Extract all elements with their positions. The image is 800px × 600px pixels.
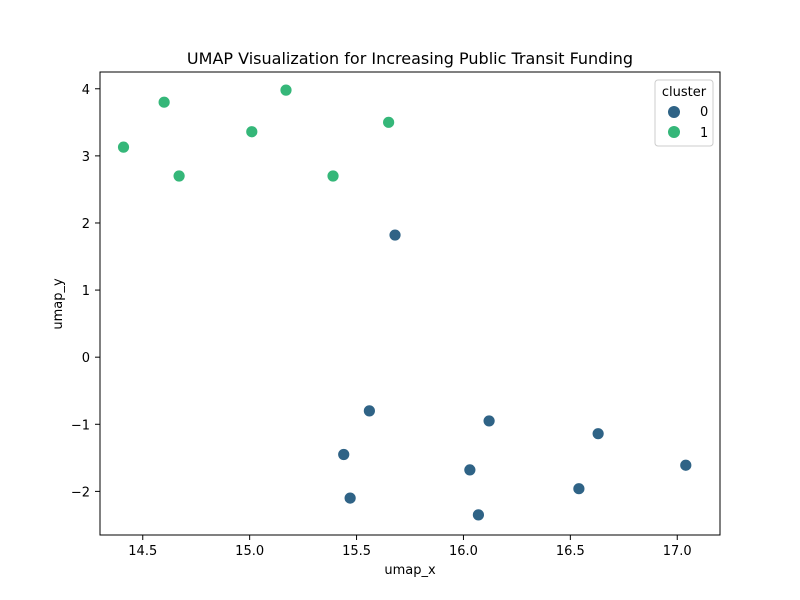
plot-frame bbox=[99, 71, 721, 536]
point-cluster-0 bbox=[482, 414, 496, 428]
point-cluster-1 bbox=[326, 169, 340, 183]
legend: cluster 0 1 bbox=[654, 79, 714, 147]
point-cluster-0 bbox=[388, 228, 402, 242]
x-axis: 14.5 15.0 15.5 16.0 16.5 17.0 bbox=[128, 535, 692, 559]
x-tick-label: 15.0 bbox=[235, 544, 264, 559]
legend-marker-cluster-0 bbox=[668, 106, 680, 118]
point-cluster-0 bbox=[679, 458, 693, 472]
point-cluster-1 bbox=[117, 140, 130, 154]
legend-marker-cluster-1 bbox=[668, 126, 680, 138]
point-cluster-0 bbox=[472, 508, 485, 522]
x-tick-label: 16.5 bbox=[556, 544, 585, 559]
point-cluster-0 bbox=[343, 491, 357, 505]
data-points bbox=[117, 83, 693, 522]
x-tick-label: 14.5 bbox=[128, 544, 157, 559]
point-cluster-0 bbox=[591, 427, 605, 441]
point-cluster-0 bbox=[572, 482, 586, 496]
x-tick-label: 16.0 bbox=[449, 544, 478, 559]
legend-title: cluster bbox=[662, 85, 707, 100]
y-tick-label: −1 bbox=[71, 418, 90, 433]
point-cluster-1 bbox=[382, 115, 396, 129]
point-cluster-1 bbox=[279, 83, 293, 97]
y-axis-label: umap_y bbox=[51, 278, 66, 330]
y-tick-label: 0 bbox=[82, 351, 90, 366]
y-tick-label: 4 bbox=[82, 83, 90, 98]
y-axis: −2 −1 0 1 2 3 4 bbox=[71, 83, 100, 500]
x-axis-label: umap_x bbox=[384, 563, 436, 578]
x-tick-label: 15.5 bbox=[342, 544, 371, 559]
y-tick-label: −2 bbox=[71, 485, 90, 500]
point-cluster-1 bbox=[245, 125, 259, 139]
chart-title: UMAP Visualization for Increasing Public… bbox=[187, 49, 633, 68]
legend-label-cluster-0: 0 bbox=[700, 105, 708, 120]
y-tick-label: 2 bbox=[82, 217, 90, 232]
point-cluster-0 bbox=[337, 448, 351, 461]
point-cluster-0 bbox=[463, 463, 477, 477]
point-cluster-1 bbox=[172, 169, 186, 183]
point-cluster-1 bbox=[157, 95, 171, 109]
y-tick-label: 1 bbox=[82, 284, 90, 299]
point-cluster-0 bbox=[362, 404, 376, 418]
legend-label-cluster-1: 1 bbox=[700, 126, 708, 141]
y-tick-label: 3 bbox=[82, 150, 90, 165]
x-tick-label: 17.0 bbox=[663, 544, 692, 559]
